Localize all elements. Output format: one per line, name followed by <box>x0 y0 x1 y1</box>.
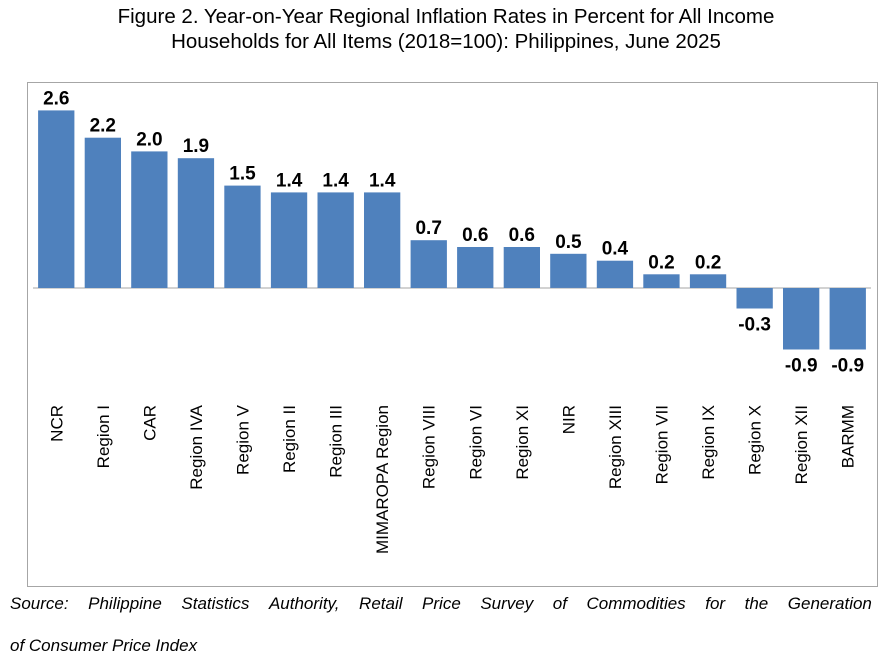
data-label: 0.2 <box>648 252 674 273</box>
bar-region-ix <box>689 274 727 288</box>
bar-region-ii <box>270 192 308 288</box>
source-word: Commodities <box>586 594 686 613</box>
category-label: NCR <box>47 405 66 442</box>
data-label: 2.0 <box>136 129 162 150</box>
bar-mimaropa-region <box>364 192 401 288</box>
data-label: 0.2 <box>695 252 721 273</box>
category-label: Region III <box>327 405 346 478</box>
source-word: Price <box>422 594 461 613</box>
category-label: Region XI <box>513 405 532 480</box>
source-word: Survey <box>480 594 534 613</box>
source-word: Retail <box>359 594 403 613</box>
source-note-line-1: Source: Philippine Statistics Authority, Ret… <box>10 593 872 614</box>
data-label: -0.9 <box>785 356 818 377</box>
chart-title: Figure 2. Year-on-Year Regional Inflatio… <box>0 4 892 54</box>
bar-region-vi <box>457 247 494 288</box>
data-label: -0.3 <box>738 315 771 336</box>
category-label: CAR <box>140 405 159 441</box>
source-word: the <box>744 594 769 613</box>
category-label: Region VIII <box>420 405 439 489</box>
data-label: 0.5 <box>555 232 582 253</box>
source-word: of <box>552 594 567 613</box>
data-label: 1.4 <box>276 170 303 191</box>
chart-title-line-1: Figure 2. Year-on-Year Regional Inflatio… <box>117 5 775 28</box>
bar-region-x <box>736 288 773 309</box>
bar-ncr <box>38 110 75 289</box>
bar-region-vii <box>643 274 680 288</box>
bar-region-iva <box>177 158 215 288</box>
source-note-line-2: of Consumer Price Index <box>10 636 198 655</box>
category-label: Region IVA <box>187 404 206 489</box>
bar-region-i <box>84 137 121 288</box>
category-label: Region I <box>94 405 113 468</box>
bar-region-xii <box>783 288 820 350</box>
source-word: Authority, <box>268 594 340 613</box>
data-label: 1.4 <box>322 170 349 191</box>
data-label: 1.5 <box>229 164 256 185</box>
bar-region-iii <box>317 192 354 288</box>
category-label: Region II <box>280 405 299 473</box>
data-label: -0.9 <box>831 356 864 377</box>
source-word: for <box>705 594 726 613</box>
chart-title-line-2: Households for All Items (2018=100): Phi… <box>171 30 721 53</box>
data-label: 0.6 <box>509 225 535 246</box>
data-label: 1.9 <box>183 136 209 157</box>
data-label: 2.2 <box>90 116 116 137</box>
category-label: BARMM <box>839 405 858 468</box>
source-word: Philippine <box>88 594 162 613</box>
category-label: Region V <box>234 404 253 475</box>
bar-region-viii <box>410 240 447 288</box>
chart-area: 2.6 NCR 2.2 Region I 2.0 CAR 1.9 Region IVA 1.5 R… <box>27 82 878 587</box>
category-label: MIMAROPA Region <box>373 405 392 554</box>
category-label: Region VII <box>653 405 672 484</box>
category-label: NIR <box>559 405 578 434</box>
bar-region-xi <box>503 247 540 288</box>
category-label: Region VI <box>466 405 485 480</box>
data-label: 0.6 <box>462 225 488 246</box>
bar-nir <box>550 253 587 288</box>
bar-barmm <box>829 288 866 350</box>
bar-region-xiii <box>596 260 634 288</box>
bar-region-v <box>224 185 261 288</box>
category-label: Region XIII <box>606 405 625 489</box>
bar-car <box>131 151 168 288</box>
source-word: Generation <box>787 594 872 613</box>
source-note: Source: Philippine Statistics Authority, Ret… <box>10 593 872 656</box>
data-label: 0.4 <box>602 239 629 260</box>
source-word: Source: <box>10 594 69 613</box>
bar-chart: 2.6 NCR 2.2 Region I 2.0 CAR 1.9 Region IVA 1.5 R… <box>33 88 871 554</box>
category-label: Region X <box>746 405 765 475</box>
category-label: Region IX <box>699 405 718 480</box>
data-label: 1.4 <box>369 170 396 191</box>
source-word: Statistics <box>181 594 250 613</box>
category-label: Region XII <box>792 405 811 484</box>
data-label: 2.6 <box>43 88 69 109</box>
data-label: 0.7 <box>415 218 441 239</box>
